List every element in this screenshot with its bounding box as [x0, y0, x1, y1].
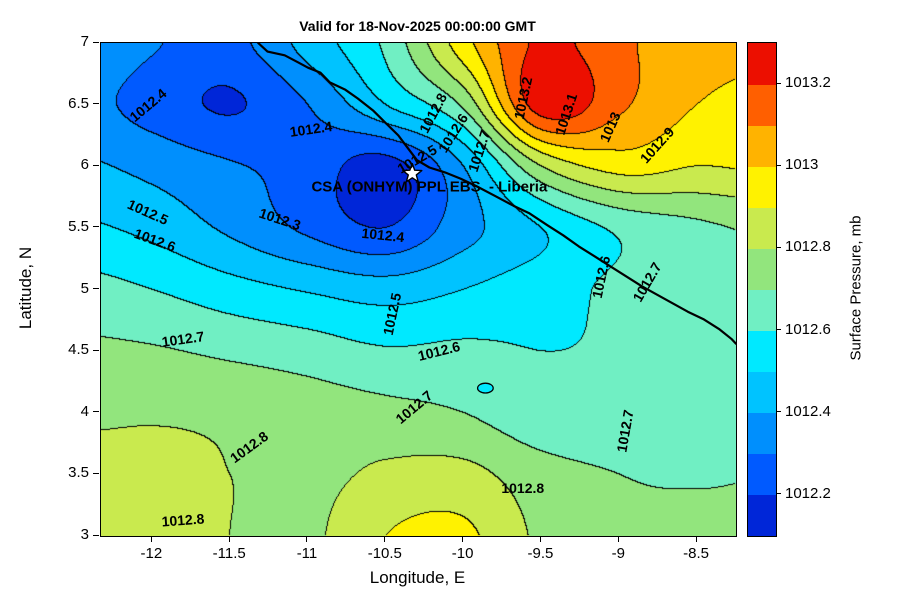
colorbar-tick-label: 1012.4: [785, 402, 831, 420]
colorbar-tick-label: 1012.6: [785, 320, 831, 338]
colorbar-band: [748, 412, 776, 455]
colorbar-band: [748, 289, 776, 332]
y-tick-label: 5.5: [68, 217, 89, 235]
colorbar-band: [748, 248, 776, 290]
y-tick-label: 7: [80, 33, 89, 50]
x-tick-label: -11.5: [212, 545, 246, 562]
contour-fill-canvas: [101, 43, 736, 536]
y-tick-mark: [93, 534, 99, 536]
y-tick-label: 5: [80, 279, 89, 297]
y-tick-mark: [93, 472, 99, 474]
y-tick-mark: [93, 41, 99, 43]
y-tick-mark: [93, 411, 99, 413]
y-tick-mark: [93, 349, 99, 351]
x-tick-label: -11: [296, 545, 318, 562]
y-tick-label: 3: [80, 526, 89, 543]
colorbar-band: [748, 371, 776, 414]
y-tick-mark: [93, 226, 99, 228]
y-tick-mark: [93, 103, 99, 105]
colorbar-label: Surface Pressure, mb: [847, 215, 865, 361]
y-tick-mark: [93, 164, 99, 166]
colorbar-band: [748, 43, 776, 85]
y-tick-mark: [93, 288, 99, 289]
y-tick-label: 4.5: [68, 341, 89, 359]
x-tick-label: -10.5: [367, 545, 402, 562]
chart-title: Valid for 18-Nov-2025 00:00:00 GMT: [299, 18, 536, 34]
y-axis-label: Latitude, N: [16, 246, 35, 330]
site-annotation-label: CSA (ONHYM) PPL EBS - Liberia: [311, 178, 548, 196]
colorbar-tick-label: 1012.8: [785, 238, 831, 256]
colorbar-tick-label: 1012.2: [785, 484, 831, 502]
colorbar-tick-label: 1013: [785, 156, 819, 174]
colorbar-band: [748, 166, 776, 208]
x-tick-label: -8.5: [683, 545, 709, 562]
y-tick-label: 6: [80, 156, 89, 174]
x-tick-label: -10: [451, 545, 474, 562]
colorbar-band: [748, 125, 776, 167]
colorbar-band: [748, 84, 776, 126]
colorbar-tick-label: 1013.2: [785, 74, 831, 92]
y-tick-label: 3.5: [68, 464, 89, 482]
x-tick-label: -12: [140, 545, 163, 562]
colorbar-band: [748, 207, 776, 249]
x-axis-label: Longitude, E: [369, 568, 466, 587]
colorbar: [747, 42, 777, 537]
y-tick-label: 6.5: [68, 94, 89, 112]
plot-area: 1012.4 1012.4 1012.8 1012.5 1012.6 1012.7 1013…: [100, 42, 737, 537]
y-tick-label: 4: [80, 402, 89, 420]
x-tick-label: -9.5: [527, 545, 554, 562]
colorbar-band: [748, 494, 776, 537]
colorbar-band: [748, 330, 776, 373]
x-tick-label: -9: [611, 545, 625, 562]
colorbar-band: [748, 453, 776, 496]
